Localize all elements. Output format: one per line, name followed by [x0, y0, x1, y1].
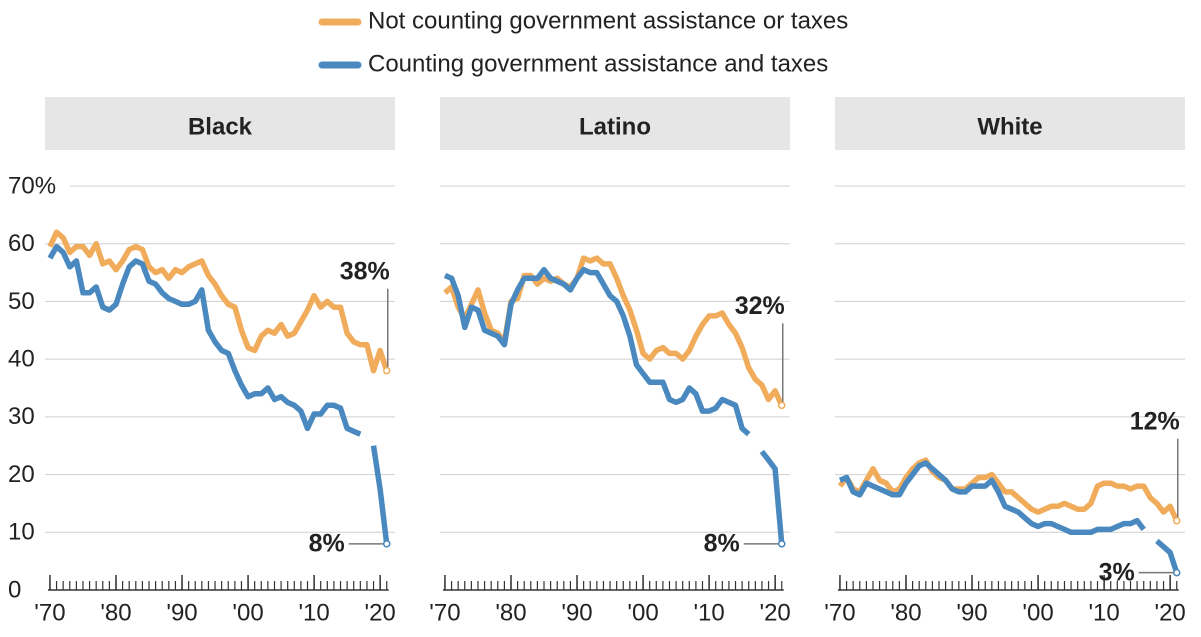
x-tick-label: '00	[1022, 599, 1053, 626]
x-tick-label: '70	[824, 599, 855, 626]
x-tick-label: '20	[1155, 599, 1186, 626]
x-tick-label: '80	[890, 599, 921, 626]
series-line	[47, 229, 390, 374]
end-point	[777, 401, 786, 410]
y-tick-label: 0	[8, 576, 21, 603]
x-tick-label: '80	[100, 599, 131, 626]
x-tick-label: '00	[627, 599, 658, 626]
y-tick-label: 60	[8, 230, 35, 257]
series-line	[443, 255, 785, 407]
end-label: 32%	[735, 292, 785, 320]
x-tick-label: '90	[956, 599, 987, 626]
y-tick-label: 20	[8, 461, 35, 488]
panel-header	[45, 97, 395, 150]
x-tick-label: '20	[760, 599, 791, 626]
end-point	[1172, 568, 1181, 577]
series-line	[443, 266, 785, 545]
x-tick-label: '10	[1088, 599, 1119, 626]
panel-title: Black	[188, 113, 253, 140]
end-label: 8%	[704, 529, 740, 557]
x-tick-label: '80	[495, 599, 526, 626]
end-label: 38%	[340, 257, 390, 285]
end-point	[777, 540, 786, 548]
y-tick-label: 10	[8, 519, 35, 546]
series-line	[837, 457, 1180, 522]
end-point	[382, 540, 391, 548]
y-tick-label: 30	[8, 403, 35, 430]
y-tick-label: 70%	[8, 172, 56, 199]
x-tick-label: '70	[34, 599, 65, 626]
y-tick-label: 50	[8, 288, 35, 315]
panel-header	[440, 97, 790, 150]
x-tick-label: '20	[365, 599, 396, 626]
end-point	[1172, 516, 1181, 525]
end-label: 8%	[309, 529, 345, 557]
x-tick-label: '70	[429, 599, 460, 626]
legend-label: Not counting government assistance or ta…	[368, 7, 848, 34]
series-line	[838, 460, 1180, 574]
end-label: 3%	[1099, 558, 1135, 586]
x-tick-label: '10	[298, 599, 329, 626]
x-tick-label: '10	[693, 599, 724, 626]
series-line	[47, 243, 390, 545]
panel-title: Latino	[579, 113, 651, 140]
panel-header	[835, 97, 1185, 150]
x-tick-label: '90	[166, 599, 197, 626]
end-point	[382, 366, 391, 375]
x-tick-label: '00	[232, 599, 263, 626]
legend-label: Counting government assistance and taxes	[368, 50, 828, 77]
end-label: 12%	[1130, 407, 1180, 435]
panel-title: White	[977, 113, 1042, 140]
y-tick-label: 40	[8, 345, 35, 372]
x-tick-label: '90	[561, 599, 592, 626]
